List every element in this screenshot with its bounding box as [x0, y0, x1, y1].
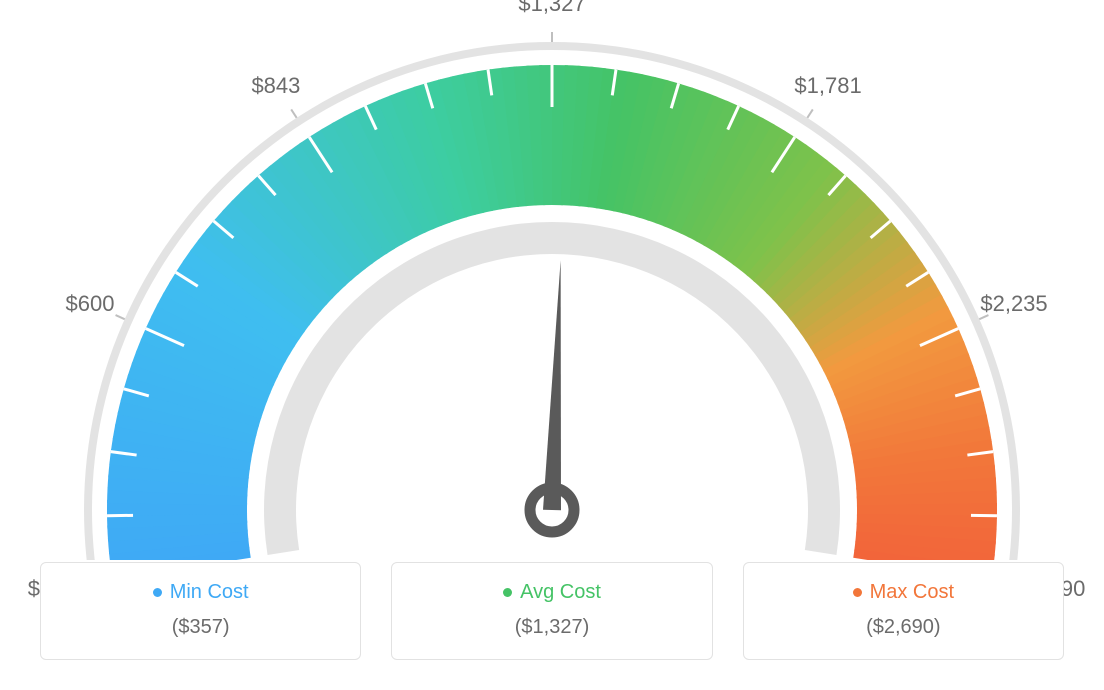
- legend-box-max: Max Cost ($2,690): [743, 562, 1064, 660]
- legend-title-max: Max Cost: [853, 581, 954, 604]
- dot-icon: [853, 588, 862, 597]
- legend-box-min: Min Cost ($357): [40, 562, 361, 660]
- gauge-tick-label: $600: [65, 291, 114, 317]
- dot-icon: [153, 588, 162, 597]
- cost-gauge-chart: { "gauge": { "type": "gauge", "width": 1…: [0, 0, 1104, 690]
- legend-label: Min Cost: [170, 581, 249, 604]
- gauge-tick-label: $2,235: [980, 291, 1047, 317]
- legend-label: Avg Cost: [520, 581, 601, 604]
- gauge-tick-label: $843: [251, 73, 300, 99]
- legend-label: Max Cost: [870, 581, 954, 604]
- dot-icon: [503, 588, 512, 597]
- legend-title-min: Min Cost: [153, 581, 249, 604]
- legend-box-avg: Avg Cost ($1,327): [391, 562, 712, 660]
- gauge-tick-label: $1,781: [794, 73, 861, 99]
- gauge-area: $357$600$843$1,327$1,781$2,235$2,690: [0, 0, 1104, 560]
- legend-value: ($357): [51, 616, 350, 639]
- gauge-svg: [0, 0, 1104, 560]
- legend-value: ($2,690): [754, 616, 1053, 639]
- legend-value: ($1,327): [402, 616, 701, 639]
- gauge-tick-label: $1,327: [518, 0, 585, 17]
- legend-row: Min Cost ($357) Avg Cost ($1,327) Max Co…: [40, 562, 1064, 660]
- legend-title-avg: Avg Cost: [503, 581, 601, 604]
